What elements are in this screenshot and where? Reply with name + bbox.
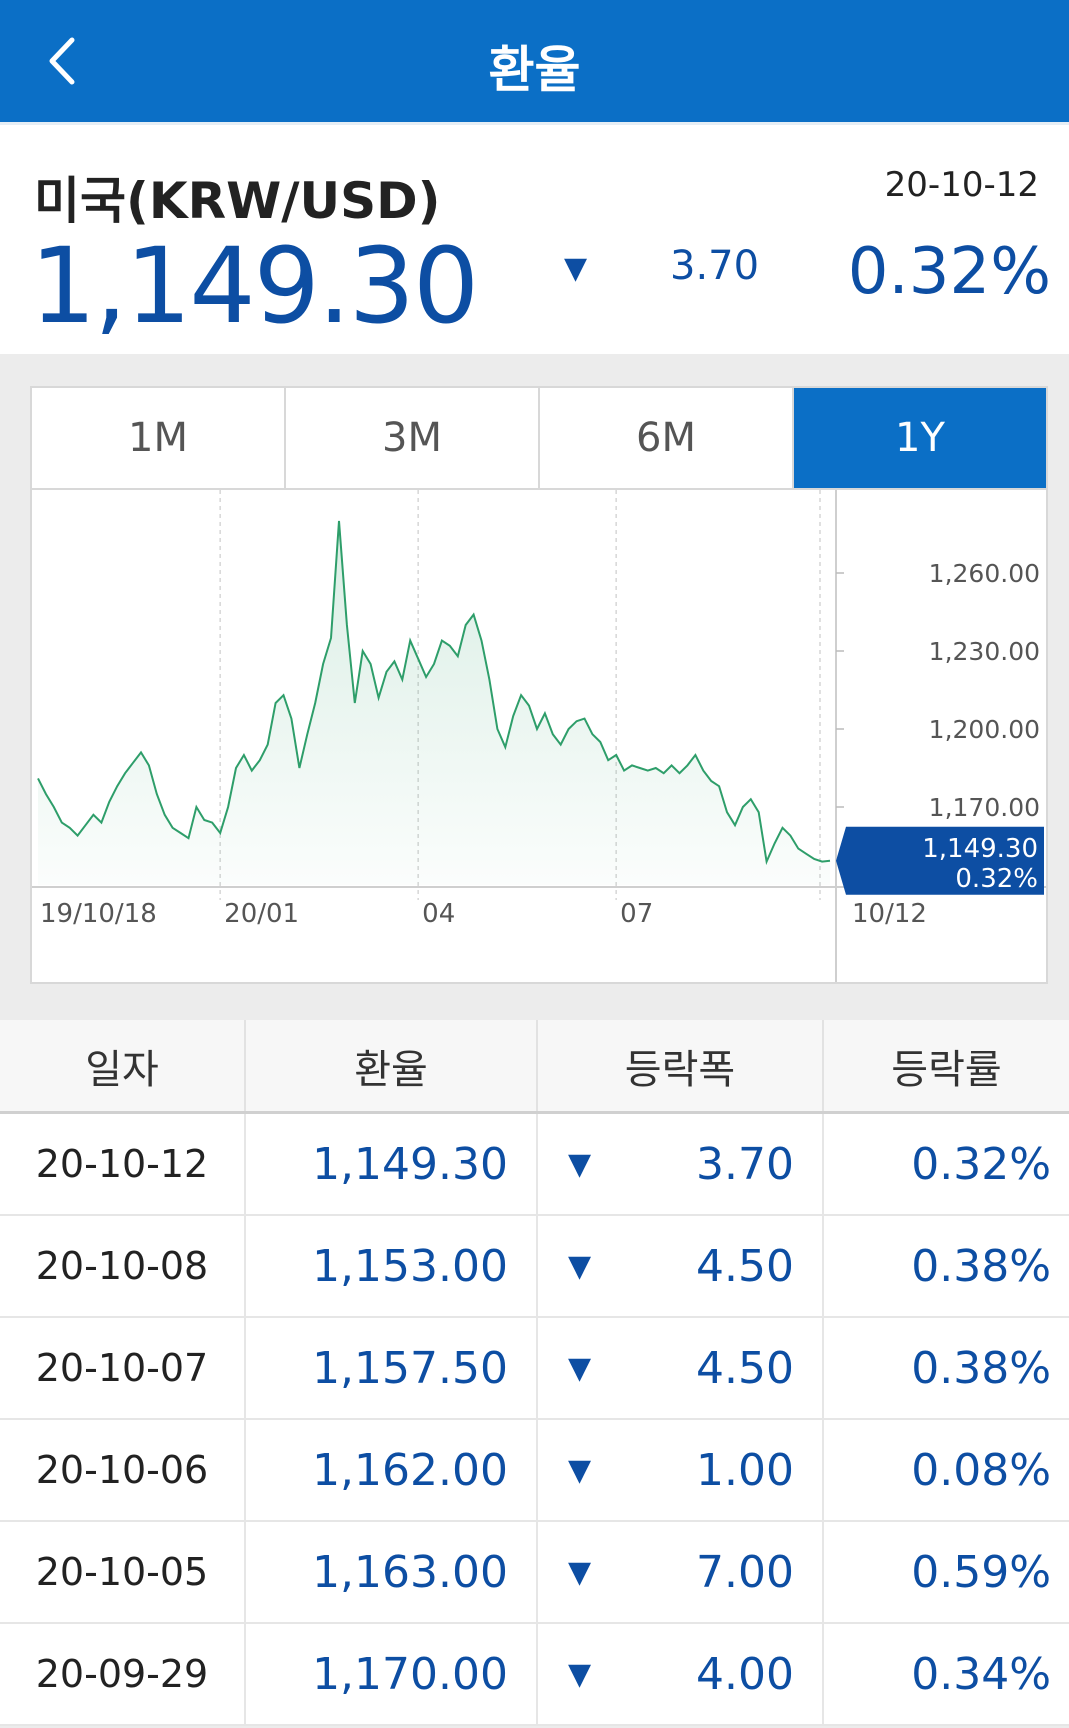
last-value-label: 1,149.30 xyxy=(922,834,1038,864)
header-date: 일자 xyxy=(0,1020,246,1111)
back-button[interactable] xyxy=(30,26,100,96)
row-change-rate: 0.38% xyxy=(911,1342,1051,1394)
current-rate: 1,149.30 xyxy=(30,225,479,347)
period-tabs: 1M 3M 6M 1Y xyxy=(32,388,1046,490)
table-header: 일자 환율 등락폭 등락률 xyxy=(0,1020,1069,1114)
app-bar: 환율 xyxy=(0,0,1069,122)
exchange-rate-chart: 1,260.00 1,230.00 1,200.00 1,170.00 19/10/18… xyxy=(32,490,1046,982)
y-tick-label: 1,230.00 xyxy=(929,637,1040,666)
down-arrow-icon: ▼ xyxy=(568,1554,592,1590)
table-row[interactable]: 20-10-08 1,153.00 ▼ 4.50 0.38% xyxy=(0,1216,1069,1318)
row-change-cell: ▼ 4.00 xyxy=(538,1624,824,1724)
table-row[interactable]: 20-10-05 1,163.00 ▼ 7.00 0.59% xyxy=(0,1522,1069,1624)
row-change-rate: 0.59% xyxy=(911,1546,1051,1598)
header-rate: 환율 xyxy=(246,1020,538,1111)
chart-panel: 1M 3M 6M 1Y 1,260.00 1,230.00 1,200.00 1,17… xyxy=(30,386,1048,984)
row-rate: 1,149.30 xyxy=(246,1114,538,1214)
row-rate: 1,153.00 xyxy=(246,1216,538,1316)
row-change-cell: ▼ 3.70 xyxy=(538,1114,824,1214)
chart-axis-labels: 1,260.00 1,230.00 1,200.00 1,170.00 19/10/18… xyxy=(40,559,1044,929)
row-change-cell: ▼ 7.00 xyxy=(538,1522,824,1622)
down-arrow-icon: ▼ xyxy=(564,251,588,286)
summary-date: 20-10-12 xyxy=(884,165,1039,205)
row-date: 20-10-08 xyxy=(0,1216,246,1316)
table-row[interactable]: 20-10-07 1,157.50 ▼ 4.50 0.38% xyxy=(0,1318,1069,1420)
row-change-cell: ▼ 4.50 xyxy=(538,1216,824,1316)
table-row[interactable]: 20-10-06 1,162.00 ▼ 1.00 0.08% xyxy=(0,1420,1069,1522)
tab-1y[interactable]: 1Y xyxy=(794,388,1046,488)
row-date: 20-10-12 xyxy=(0,1114,246,1214)
change-percent: 0.32% xyxy=(847,235,1051,309)
table-row[interactable]: 20-10-12 1,149.30 ▼ 3.70 0.32% xyxy=(0,1114,1069,1216)
row-change-rate: 0.32% xyxy=(911,1138,1051,1190)
down-arrow-icon: ▼ xyxy=(568,1656,592,1692)
row-rate: 1,163.00 xyxy=(246,1522,538,1622)
row-change-cell: ▼ 4.50 xyxy=(538,1318,824,1418)
down-arrow-icon: ▼ xyxy=(568,1350,592,1386)
tab-1m[interactable]: 1M xyxy=(32,388,286,488)
y-tick-label: 1,200.00 xyxy=(929,715,1040,744)
rate-summary: 미국(KRW/USD) 20-10-12 1,149.30 ▼ 3.70 0.3… xyxy=(0,122,1069,354)
x-tick-label: 19/10/18 xyxy=(40,899,157,929)
row-date: 20-10-05 xyxy=(0,1522,246,1622)
x-tick-label: 07 xyxy=(620,899,653,929)
row-change: 3.70 xyxy=(696,1138,794,1190)
chevron-left-icon xyxy=(49,37,75,85)
last-pct-label: 0.32% xyxy=(955,864,1038,894)
row-date: 20-10-07 xyxy=(0,1318,246,1418)
series-area xyxy=(38,521,830,885)
row-change-cell: ▼ 1.00 xyxy=(538,1420,824,1520)
currency-pair: 미국(KRW/USD) xyxy=(34,172,441,230)
x-tick-label: 20/01 xyxy=(224,899,299,929)
row-change: 7.00 xyxy=(696,1546,794,1598)
page-title: 환율 xyxy=(488,41,581,99)
row-change: 4.00 xyxy=(696,1648,794,1700)
rate-history-table: 일자 환율 등락폭 등락률 20-10-12 1,149.30 ▼ 3.70 0.32%… xyxy=(0,1020,1069,1726)
row-change: 4.50 xyxy=(696,1342,794,1394)
row-date: 20-09-29 xyxy=(0,1624,246,1724)
down-arrow-icon: ▼ xyxy=(568,1146,592,1182)
tab-3m[interactable]: 3M xyxy=(286,388,540,488)
series-line xyxy=(37,520,831,866)
row-change-rate: 0.34% xyxy=(911,1648,1051,1700)
header-change-rate: 등락률 xyxy=(891,1046,1002,1093)
y-tick-label: 1,170.00 xyxy=(929,793,1040,822)
table-row[interactable]: 20-09-29 1,170.00 ▼ 4.00 0.34% xyxy=(0,1624,1069,1726)
x-tick-label: 04 xyxy=(422,899,455,929)
down-arrow-icon: ▼ xyxy=(568,1452,592,1488)
down-arrow-icon: ▼ xyxy=(568,1248,592,1284)
x-tick-label: 10/12 xyxy=(852,899,927,929)
y-tick-label: 1,260.00 xyxy=(929,559,1040,588)
row-rate: 1,170.00 xyxy=(246,1624,538,1724)
row-rate: 1,157.50 xyxy=(246,1318,538,1418)
header-change: 등락폭 xyxy=(538,1020,824,1111)
row-change: 4.50 xyxy=(696,1240,794,1292)
row-change-rate: 0.38% xyxy=(911,1240,1051,1292)
last-value-badge xyxy=(836,826,1044,895)
row-change-rate: 0.08% xyxy=(911,1444,1051,1496)
row-rate: 1,162.00 xyxy=(246,1420,538,1520)
row-date: 20-10-06 xyxy=(0,1420,246,1520)
change-amount: 3.70 xyxy=(670,243,760,289)
tab-6m[interactable]: 6M xyxy=(540,388,794,488)
chart-series xyxy=(37,520,831,885)
row-change: 1.00 xyxy=(696,1444,794,1496)
